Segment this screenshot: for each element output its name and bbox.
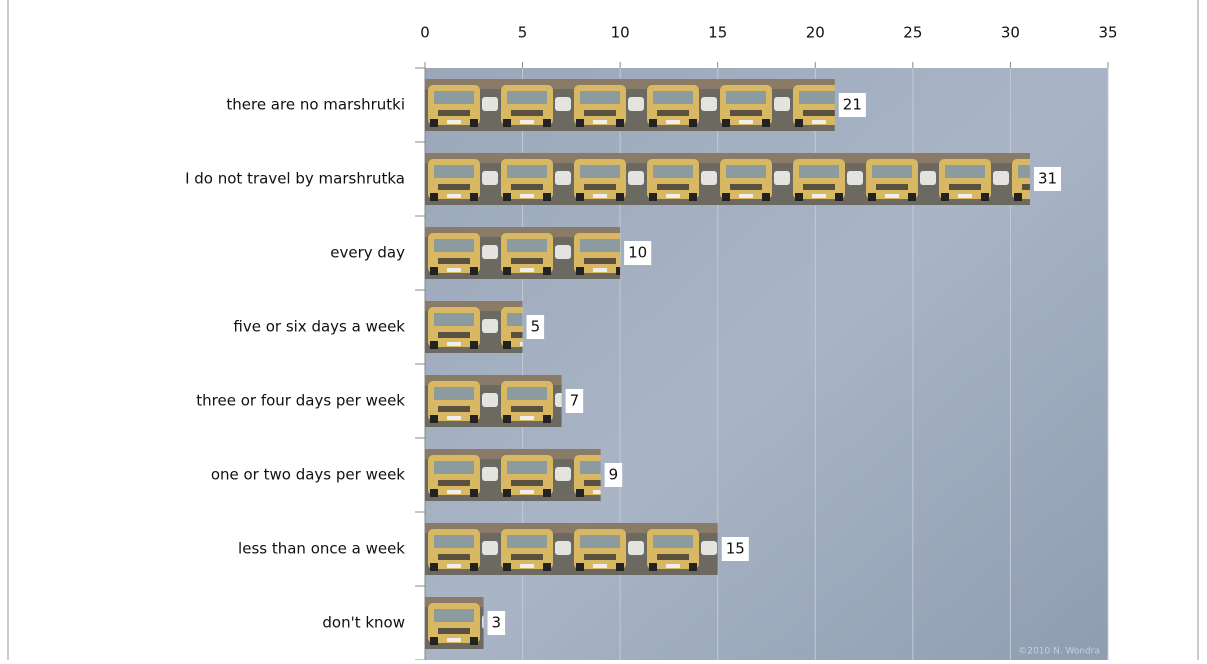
value-label: 9 bbox=[609, 466, 619, 484]
bar bbox=[425, 227, 620, 279]
y-tick-label: every day bbox=[330, 244, 405, 262]
credit: ©2010 N. Wondra bbox=[1018, 647, 1100, 657]
x-tick-label: 25 bbox=[903, 24, 922, 42]
x-tick-label: 30 bbox=[1001, 24, 1020, 42]
page: ©2010 N. Wondra 05101520253035there are … bbox=[0, 0, 1207, 660]
x-tick-label: 20 bbox=[806, 24, 825, 42]
bar bbox=[425, 153, 1030, 205]
value-label-box: 10 bbox=[624, 241, 651, 265]
y-tick-label: I do not travel by marshrutka bbox=[185, 170, 405, 188]
y-tick-label: less than once a week bbox=[238, 540, 405, 558]
value-label-box: 15 bbox=[722, 537, 749, 561]
x-tick-label: 10 bbox=[611, 24, 630, 42]
value-label-box: 7 bbox=[566, 389, 584, 413]
value-label-box: 3 bbox=[488, 611, 506, 635]
x-tick-label: 0 bbox=[420, 24, 430, 42]
x-tick-label: 5 bbox=[518, 24, 528, 42]
chart: ©2010 N. Wondra 05101520253035there are … bbox=[0, 0, 1207, 660]
x-tick-label: 35 bbox=[1098, 24, 1117, 42]
bar bbox=[425, 301, 523, 353]
value-label: 31 bbox=[1038, 170, 1057, 188]
y-tick-label: don't know bbox=[322, 614, 405, 632]
value-label: 10 bbox=[628, 244, 647, 262]
value-label: 7 bbox=[570, 392, 580, 410]
x-tick-label: 15 bbox=[708, 24, 727, 42]
y-tick-label: one or two days per week bbox=[211, 466, 405, 484]
y-tick-label: there are no marshrutki bbox=[226, 96, 405, 114]
value-label-box: 21 bbox=[839, 93, 866, 117]
value-label-box: 9 bbox=[605, 463, 623, 487]
bar bbox=[425, 375, 562, 427]
y-tick-label: three or four days per week bbox=[196, 392, 405, 410]
value-label-box: 5 bbox=[527, 315, 545, 339]
bar bbox=[425, 449, 601, 501]
y-tick-label: five or six days a week bbox=[233, 318, 405, 336]
value-label: 15 bbox=[726, 540, 745, 558]
value-label-box: 31 bbox=[1034, 167, 1061, 191]
value-label: 3 bbox=[492, 614, 502, 632]
bar bbox=[425, 79, 835, 131]
bar bbox=[425, 597, 484, 649]
value-label: 5 bbox=[531, 318, 541, 336]
bar bbox=[425, 523, 718, 575]
value-label: 21 bbox=[843, 96, 862, 114]
